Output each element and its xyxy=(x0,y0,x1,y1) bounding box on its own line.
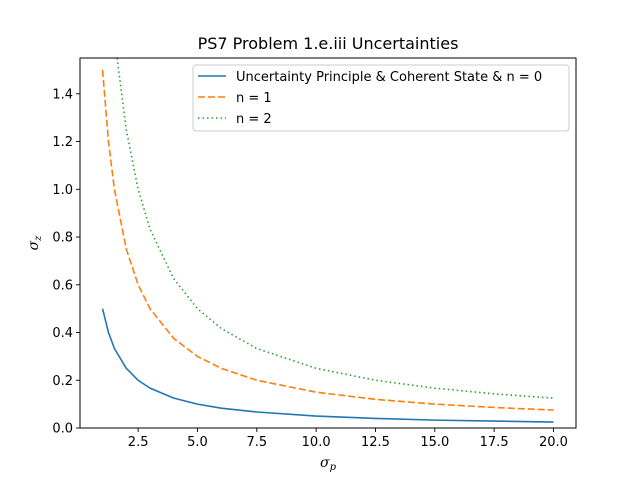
series-line-n1 xyxy=(101,69,554,411)
chart-title: PS7 Problem 1.e.iii Uncertainties xyxy=(198,34,459,53)
y-tick-label: 0.0 xyxy=(52,422,73,437)
x-axis-label-subscript: p xyxy=(330,462,337,473)
x-tick-label: 15.0 xyxy=(420,435,449,450)
legend-box xyxy=(192,64,570,132)
x-axis: 2.5 5.0 7.5 10.0 12.5 15.0 17.5 20.0 xyxy=(128,428,568,450)
legend-label-n2: n = 2 xyxy=(236,112,272,127)
series-line-n2 xyxy=(116,58,554,399)
legend-label-n1: n = 1 xyxy=(236,91,272,106)
x-tick-label: 17.5 xyxy=(480,435,509,450)
series-line-n0 xyxy=(101,308,554,423)
x-axis-label: σp xyxy=(320,455,337,473)
y-axis-label-subscript: z xyxy=(33,235,44,242)
y-tick-label: 0.8 xyxy=(52,231,73,246)
x-tick-label: 7.5 xyxy=(246,435,267,450)
x-tick-label: 10.0 xyxy=(302,435,331,450)
x-tick-label: 20.0 xyxy=(539,435,568,450)
y-tick-label: 0.2 xyxy=(52,374,73,389)
legend: Uncertainty Principle & Coherent State &… xyxy=(192,64,570,132)
y-axis: 0.0 0.2 0.4 0.6 0.8 1.0 1.2 1.4 xyxy=(52,87,80,437)
x-tick-label: 12.5 xyxy=(361,435,390,450)
x-axis-label-symbol: σ xyxy=(320,455,330,471)
y-tick-label: 1.4 xyxy=(52,87,73,102)
plot-area xyxy=(79,57,577,429)
y-axis-label: σz xyxy=(26,235,44,251)
y-axis-label-symbol: σ xyxy=(26,240,42,250)
y-tick-label: 1.0 xyxy=(52,183,73,198)
y-tick-label: 1.2 xyxy=(52,135,73,150)
x-tick-label: 2.5 xyxy=(128,435,149,450)
y-tick-label: 0.6 xyxy=(52,278,73,293)
x-tick-label: 5.0 xyxy=(187,435,208,450)
legend-label-n0: Uncertainty Principle & Coherent State &… xyxy=(236,70,542,85)
y-tick-label: 0.4 xyxy=(52,326,73,341)
axes-frame xyxy=(79,57,577,429)
series-layer xyxy=(101,58,554,423)
